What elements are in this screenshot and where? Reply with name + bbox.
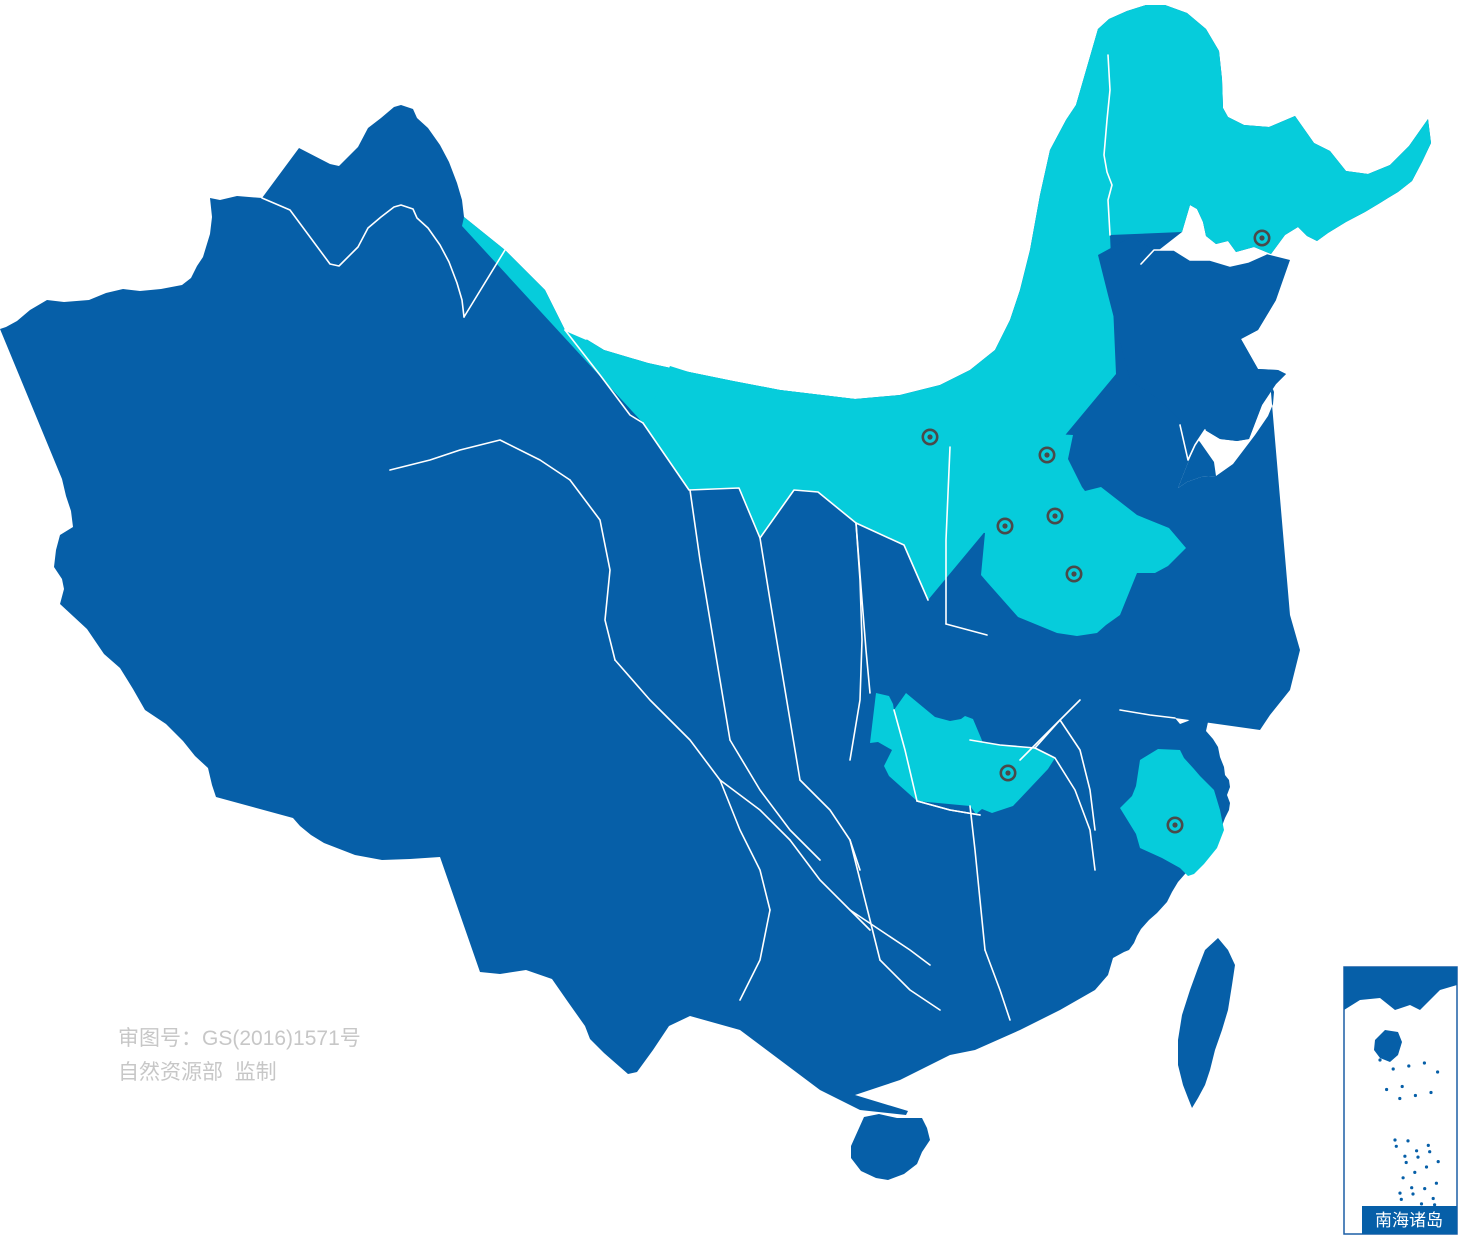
svg-text:南海诸岛: 南海诸岛 (1375, 1211, 1443, 1230)
